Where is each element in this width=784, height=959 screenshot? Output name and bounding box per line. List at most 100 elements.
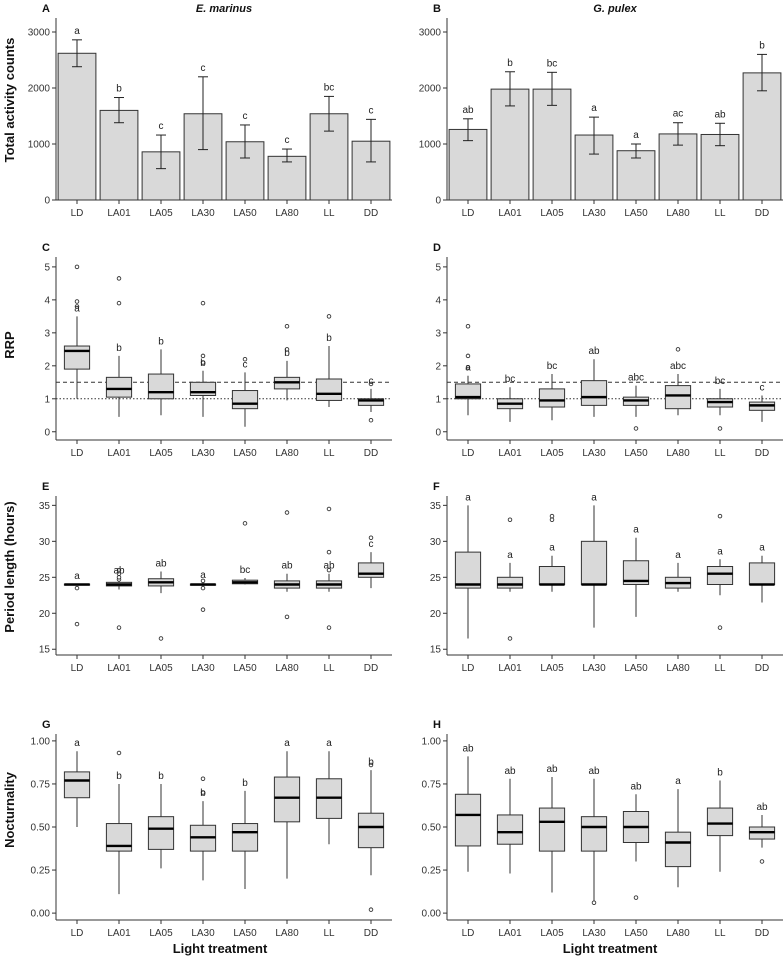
y-tick-label: 30: [39, 537, 51, 548]
significance-letter: c: [159, 121, 164, 132]
significance-letter: c: [201, 63, 206, 74]
significance-letter: bc: [505, 374, 516, 385]
x-tick-label: LA30: [191, 928, 215, 939]
significance-letter: ab: [462, 743, 474, 754]
bar: [616, 150, 656, 201]
box: [273, 776, 301, 823]
y-tick-label: 25: [430, 573, 442, 584]
x-tick-label: DD: [364, 448, 378, 459]
outlier-point: [591, 900, 597, 906]
y-tick-label: 3: [435, 328, 441, 339]
significance-letter: ab: [714, 109, 726, 120]
x-tick-label: LA01: [498, 928, 522, 939]
x-tick-label: LA50: [624, 928, 648, 939]
panel-title: G. pulex: [593, 3, 637, 15]
y-axis-titles: Total activity counts RRP Period length …: [2, 38, 17, 848]
x-tick-label: LA80: [666, 448, 690, 459]
box: [664, 831, 692, 868]
significance-letter: a: [465, 492, 471, 503]
y-tick-label: 35: [430, 501, 442, 512]
panel-label: C: [42, 242, 50, 254]
box: [357, 812, 385, 849]
significance-letter: a: [675, 550, 681, 561]
x-tick-label: LA05: [149, 448, 173, 459]
box: [664, 385, 692, 410]
y-tick-label: 1000: [419, 140, 442, 151]
outlier-point: [284, 614, 290, 620]
x-tick-label: LD: [462, 928, 475, 939]
significance-letter: a: [326, 738, 332, 749]
significance-letter: a: [591, 492, 597, 503]
y-tick-label: 0.00: [422, 909, 442, 920]
significance-letter: a: [74, 571, 80, 582]
box: [580, 380, 608, 406]
outlier-point: [284, 510, 290, 515]
x-tick-label: LA80: [666, 928, 690, 939]
x-tick-label: LL: [323, 208, 335, 219]
y-tick-label: 2000: [419, 84, 442, 95]
box: [189, 381, 217, 396]
outlier-point: [74, 585, 80, 591]
x-tick-label: LD: [71, 208, 84, 219]
significance-letter: ac: [673, 109, 684, 120]
x-tick-label: LL: [714, 928, 726, 939]
outlier-point: [326, 506, 332, 512]
box: [357, 562, 385, 578]
x-tick-label: LA30: [191, 208, 215, 219]
x-tick-label: LA80: [275, 448, 299, 459]
outlier-point: [507, 636, 513, 641]
panel-title: E. marinus: [196, 3, 252, 15]
x-tick-label: LD: [462, 208, 475, 219]
bar: [57, 52, 97, 201]
significance-letter: b: [759, 40, 765, 51]
x-tick-label: DD: [755, 448, 769, 459]
outlier-point: [200, 776, 206, 782]
x-tick-label: LA05: [149, 663, 173, 674]
significance-letter: a: [759, 543, 765, 554]
outlier-point: [74, 299, 80, 304]
outlier-point: [465, 353, 471, 359]
x-tick-label: LA01: [498, 663, 522, 674]
x-tick-label: LA01: [107, 448, 131, 459]
outlier-point: [368, 417, 374, 423]
significance-letter: a: [465, 363, 471, 374]
y-tick-label: 20: [39, 609, 51, 620]
bar: [490, 88, 530, 201]
x-tick-label: LA30: [191, 448, 215, 459]
x-tick-label: LA05: [149, 208, 173, 219]
bar: [448, 128, 488, 201]
panel-g: G 0.00 0.25 0.50 0.75 1.00 LD LA01 LA05 LA30 LA50 L…: [31, 719, 392, 939]
significance-letter: a: [74, 738, 80, 749]
box: [580, 540, 608, 585]
significance-letter: b: [158, 336, 164, 347]
x-tick-label: DD: [364, 928, 378, 939]
box: [454, 793, 482, 847]
significance-letter: a: [200, 570, 206, 581]
y-tick-label: 20: [430, 609, 442, 620]
box: [706, 566, 734, 585]
outlier-point: [242, 521, 248, 526]
panel-label: A: [42, 3, 50, 15]
significance-letter: b: [284, 348, 290, 359]
x-tick-label: LA80: [666, 663, 690, 674]
outlier-point: [465, 365, 471, 370]
y-tick-label: 2: [44, 361, 50, 372]
panel-label: B: [433, 3, 441, 15]
panel-f: F 15 20 25 30 35 LD LA01 LA05 LA30 LA50 LA80 LL DD a a a…: [430, 481, 783, 674]
y-tick-label: 5: [44, 262, 50, 273]
significance-letter: ab: [504, 766, 516, 777]
significance-letter: a: [675, 776, 681, 787]
significance-letter: a: [549, 543, 555, 554]
x-tick-label: LL: [323, 928, 335, 939]
panel-label: F: [433, 481, 440, 493]
significance-letter: b: [507, 58, 513, 69]
outlier-point: [116, 567, 122, 573]
significance-letter: ab: [462, 105, 474, 116]
significance-letter: c: [369, 539, 374, 550]
panel-c: C 0 1 2 3 4 5 LD LA01 LA05 LA30 LA50 LA80 LL DD a b b b c b b…: [42, 242, 392, 459]
outlier-point: [284, 323, 290, 329]
outlier-point: [158, 636, 164, 641]
x-tick-label: LA50: [624, 208, 648, 219]
